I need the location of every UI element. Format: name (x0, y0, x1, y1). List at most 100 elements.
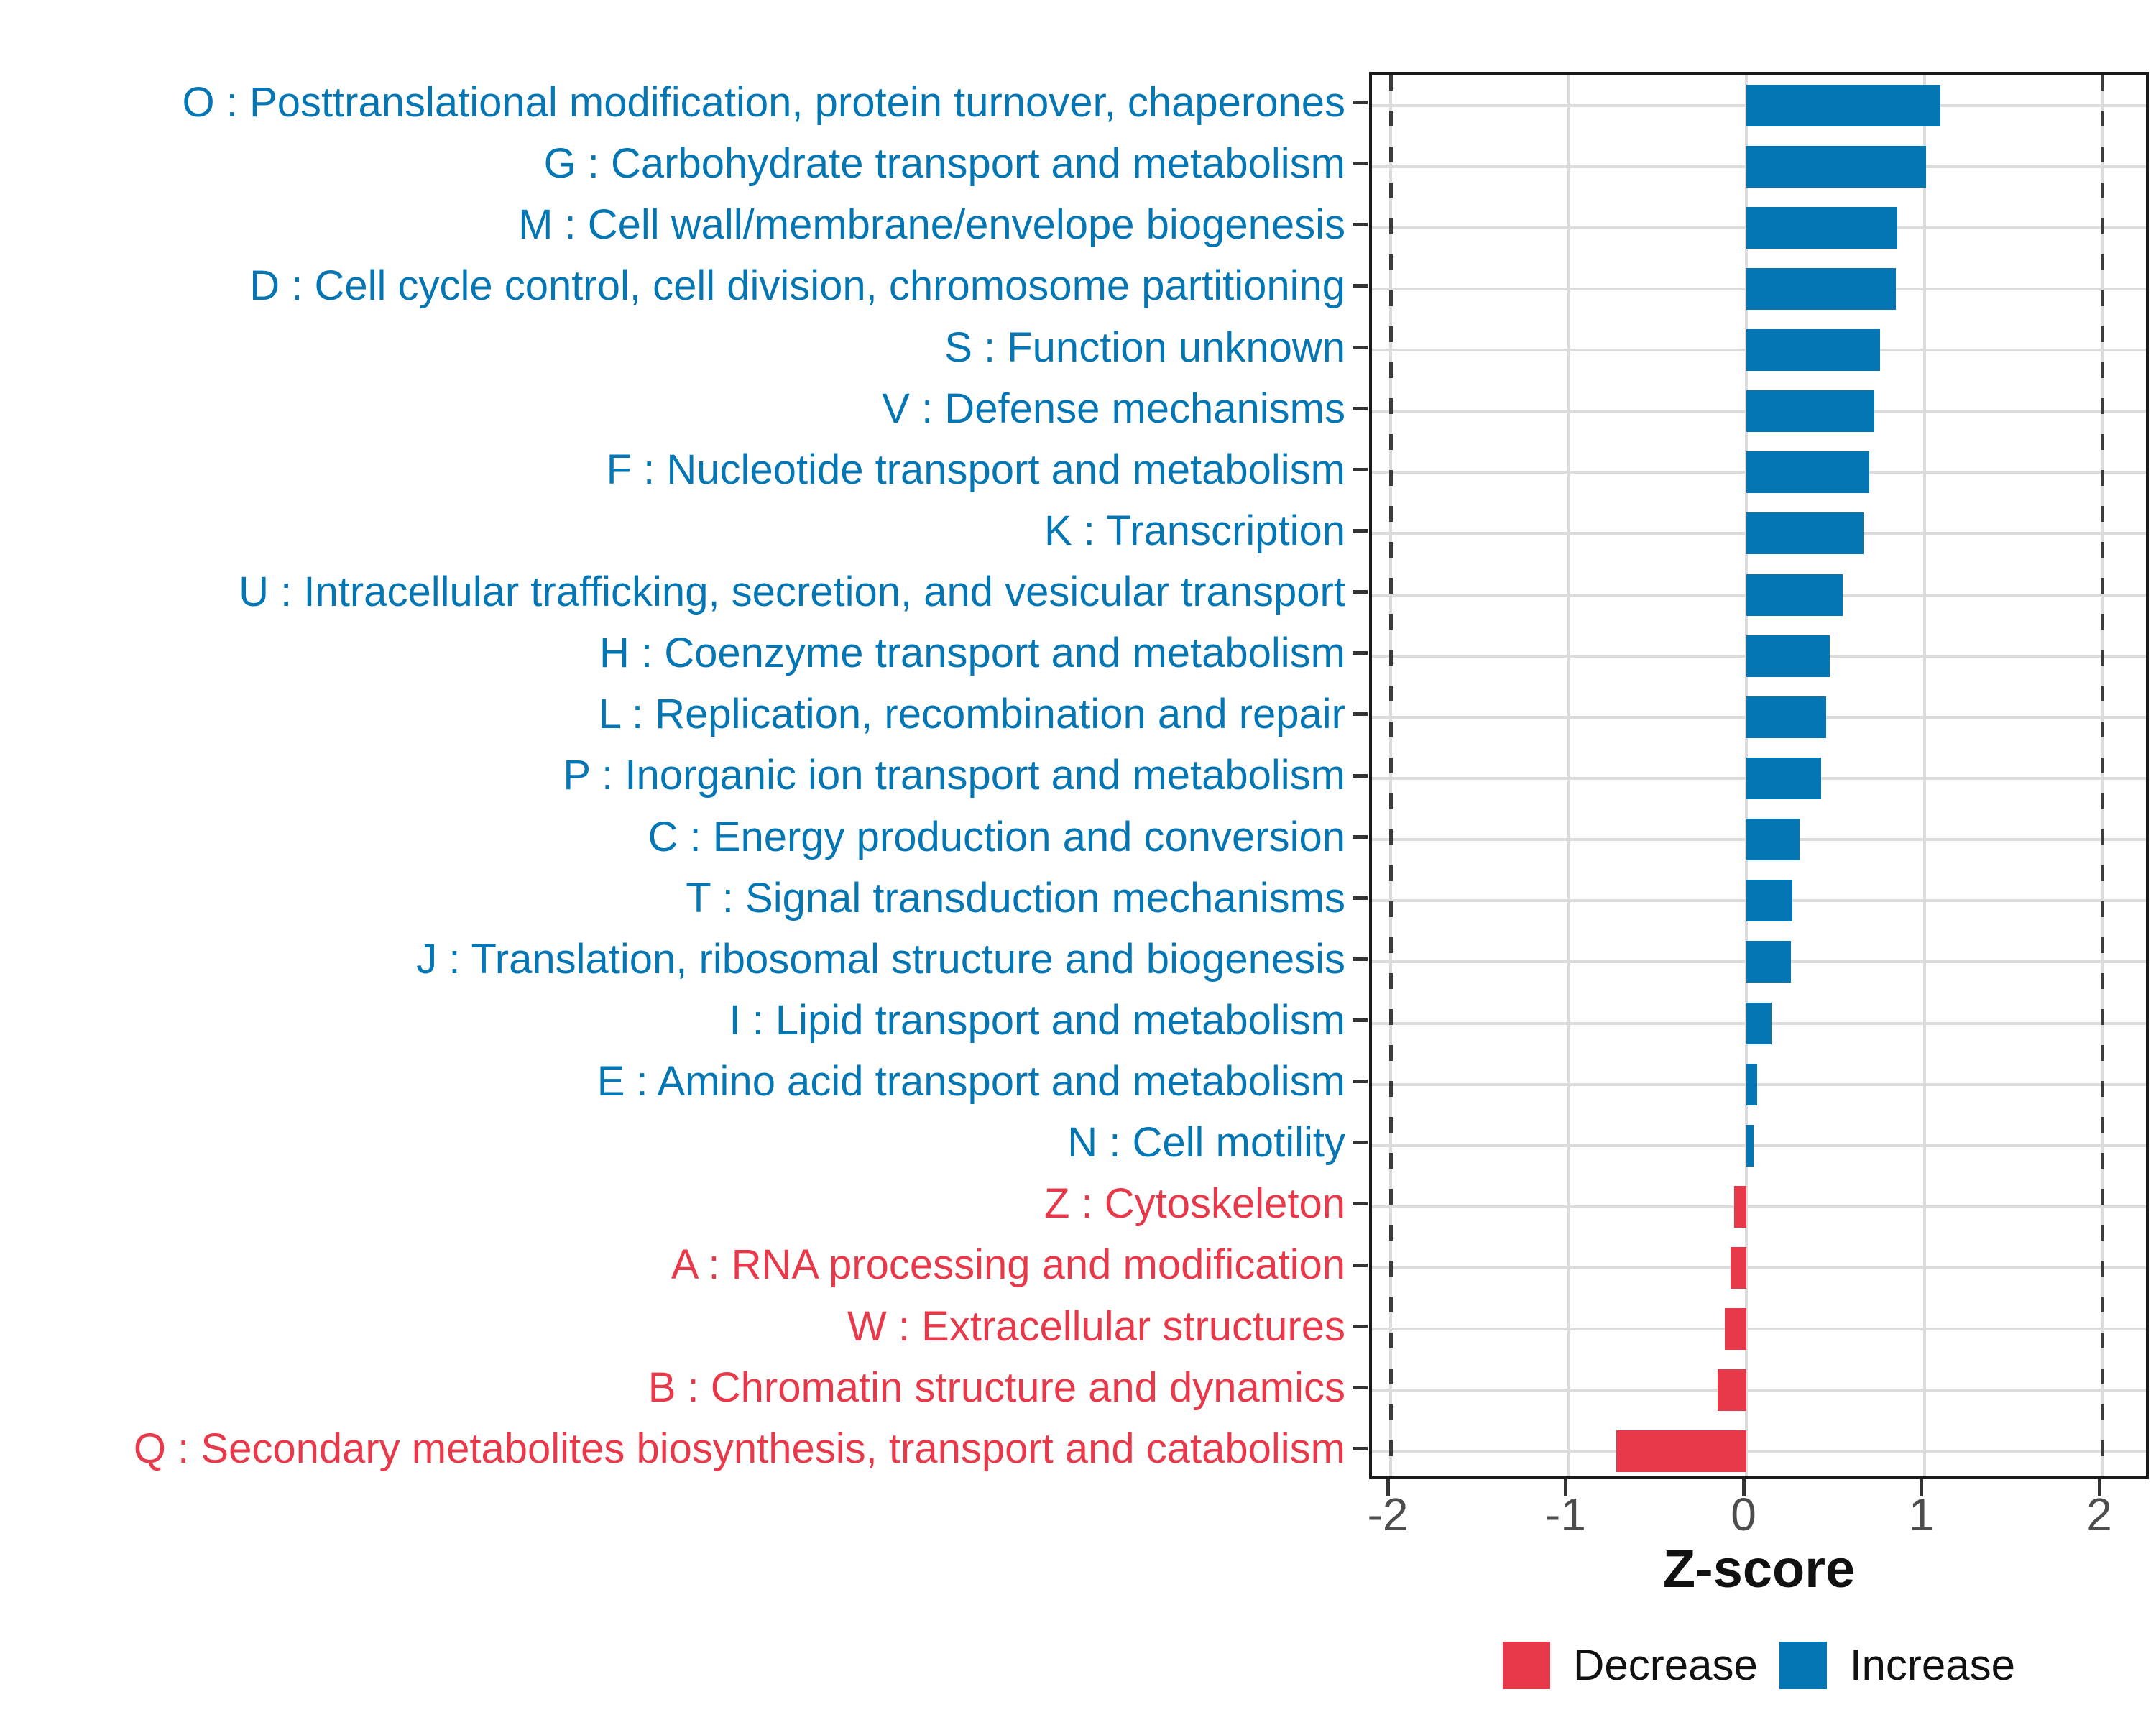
bar (1746, 267, 1896, 310)
bar (1746, 451, 1869, 494)
x-axis-tick (1920, 1479, 1923, 1496)
y-axis-label: N : Cell motility (1067, 1119, 1345, 1167)
bar (1746, 390, 1875, 433)
h-gridline (1372, 1205, 2146, 1208)
bar (1725, 1308, 1746, 1351)
legend-item-increase: Increase (1779, 1642, 2015, 1689)
y-axis-label: C : Energy production and conversion (648, 813, 1345, 860)
y-axis-label: I : Lipid transport and metabolism (729, 996, 1345, 1044)
y-axis-label: O : Posttranslational modification, prot… (182, 79, 1345, 126)
y-axis-tick (1353, 1324, 1368, 1328)
y-axis-label: U : Intracellular trafficking, secretion… (239, 569, 1345, 616)
v-gridline (1567, 75, 1570, 1476)
y-axis-tick (1353, 528, 1368, 533)
bar (1746, 512, 1864, 555)
y-axis-label: B : Chromatin structure and dynamics (648, 1363, 1345, 1411)
legend-label-increase: Increase (1849, 1641, 2015, 1689)
bar (1746, 635, 1830, 677)
y-axis-label: E : Amino acid transport and metabolism (596, 1058, 1345, 1105)
y-axis-label: W : Extracellular structures (847, 1302, 1345, 1350)
legend-key-increase-swatch (1779, 1642, 1827, 1689)
y-axis-label: J : Translation, ribosomal structure and… (416, 935, 1345, 983)
bar (1746, 819, 1800, 861)
x-axis-tick-label: -2 (1367, 1489, 1409, 1540)
x-axis-tick (1564, 1479, 1567, 1496)
y-axis-tick (1353, 162, 1368, 166)
bar (1746, 1124, 1754, 1167)
y-axis-tick (1353, 773, 1368, 778)
x-axis-tick-label: -1 (1545, 1489, 1586, 1540)
legend-label-decrease: Decrease (1573, 1641, 1758, 1689)
x-axis-tick-label: 1 (1908, 1489, 1935, 1540)
y-axis-tick (1353, 1263, 1368, 1267)
x-axis-tick (2097, 1479, 2101, 1496)
x-axis-tick (1741, 1479, 1746, 1496)
h-gridline (1372, 1144, 2146, 1147)
bar (1746, 880, 1793, 922)
bar (1746, 758, 1821, 799)
y-axis-label: L : Replication, recombination and repai… (598, 691, 1345, 738)
x-axis-title: Z-score (1662, 1539, 1856, 1598)
bar (1746, 574, 1843, 616)
h-gridline (1372, 1266, 2146, 1270)
y-axis-label: M : Cell wall/membrane/envelope biogenes… (518, 201, 1345, 249)
bar (1616, 1430, 1746, 1473)
bar (1746, 84, 1940, 126)
h-gridline (1372, 1389, 2146, 1392)
y-axis-tick (1353, 223, 1368, 227)
y-axis-tick (1353, 1018, 1368, 1023)
y-axis-label: K : Transcription (1044, 507, 1345, 554)
h-gridline (1372, 1082, 2146, 1086)
h-gridline (1372, 1450, 2146, 1453)
legend-key-decrease-swatch (1503, 1642, 1551, 1689)
h-gridline (1372, 1328, 2146, 1331)
bar (1746, 1002, 1772, 1044)
y-axis-tick (1353, 957, 1368, 961)
x-axis-tick (1386, 1479, 1390, 1496)
legend: Decrease Increase (1369, 1642, 2149, 1689)
bar (1730, 1247, 1746, 1289)
bar (1718, 1369, 1746, 1412)
y-axis-label: V : Defense mechanisms (882, 385, 1345, 432)
bar (1746, 206, 1898, 249)
y-axis-tick (1353, 1385, 1368, 1389)
y-axis-label: A : RNA processing and modification (671, 1241, 1345, 1289)
x-axis-tick-label: 0 (1731, 1489, 1756, 1540)
reference-dashed-line (2100, 75, 2104, 1476)
y-axis-tick (1353, 1141, 1368, 1145)
bar (1733, 1185, 1746, 1228)
y-axis-tick (1353, 406, 1368, 410)
y-axis-label: F : Nucleotide transport and metabolism (606, 446, 1345, 493)
bar (1746, 941, 1791, 983)
y-axis-tick (1353, 834, 1368, 839)
y-axis-label: Q : Secondary metabolites biosynthesis, … (133, 1425, 1345, 1472)
x-axis-tick-label: 2 (2086, 1489, 2112, 1540)
y-axis-tick (1353, 712, 1368, 717)
y-axis-tick (1353, 590, 1368, 594)
y-axis-label: S : Function unknown (944, 323, 1345, 371)
y-axis-tick (1353, 1446, 1368, 1450)
y-axis-tick (1353, 467, 1368, 472)
y-axis-label: H : Coenzyme transport and metabolism (599, 630, 1345, 677)
legend-item-decrease: Decrease (1503, 1642, 1758, 1689)
y-axis-label: T : Signal transduction mechanisms (686, 874, 1345, 921)
v-gridline (1922, 75, 1926, 1476)
bar (1746, 145, 1926, 188)
y-axis-tick (1353, 1080, 1368, 1084)
y-axis-tick (1353, 1202, 1368, 1206)
bar (1746, 1063, 1757, 1105)
y-axis-label: G : Carbohydrate transport and metabolis… (543, 140, 1345, 188)
y-axis-tick (1353, 896, 1368, 900)
y-axis-label: D : Cell cycle control, cell division, c… (249, 262, 1345, 310)
y-axis-tick (1353, 345, 1368, 349)
reference-dashed-line (1388, 75, 1393, 1476)
plot-panel (1369, 72, 2149, 1479)
bar (1746, 696, 1827, 738)
y-axis-tick (1353, 101, 1368, 105)
y-axis-label: Z : Cytoskeleton (1044, 1180, 1345, 1228)
y-axis-label: P : Inorganic ion transport and metaboli… (563, 752, 1345, 799)
bar (1746, 329, 1880, 372)
y-axis-tick (1353, 284, 1368, 288)
y-axis-tick (1353, 651, 1368, 656)
